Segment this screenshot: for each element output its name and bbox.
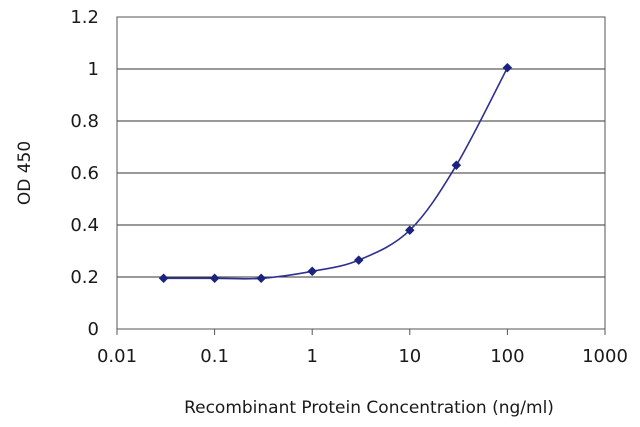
- y-axis-title: OD 450: [15, 141, 35, 205]
- plot-frame: [116, 16, 606, 330]
- x-tick-label: 0.01: [97, 346, 137, 367]
- y-tick-label: 0: [88, 319, 99, 340]
- y-tick-label: 0.2: [70, 267, 99, 288]
- data-point: [256, 273, 267, 284]
- series-layer: [158, 62, 513, 284]
- x-axis-ticks: 0.01 0.1 1 10 100 1000: [97, 329, 628, 367]
- data-point: [158, 273, 169, 284]
- y-tick-label: 0.4: [70, 215, 99, 236]
- data-point: [307, 266, 318, 277]
- x-tick-label: 0.1: [200, 346, 229, 367]
- y-tick-label: 0.6: [70, 163, 99, 184]
- data-point: [353, 255, 364, 265]
- y-tick-label: 1.2: [70, 7, 99, 28]
- x-tick-label: 1000: [582, 346, 628, 367]
- y-tick-label: 0.8: [70, 111, 99, 132]
- x-tick-label: 10: [398, 346, 421, 367]
- y-tick-label: 1: [88, 59, 99, 80]
- y-axis-ticks: 0 0.2 0.4 0.6 0.8 1 1.2: [70, 7, 99, 340]
- grid-lines: [117, 68, 605, 278]
- x-tick-label: 1: [306, 346, 317, 367]
- data-point: [451, 160, 462, 171]
- data-point: [209, 273, 220, 284]
- data-point: [404, 225, 415, 236]
- data-point: [502, 62, 513, 73]
- x-axis-title: Recombinant Protein Concentration (ng/ml…: [184, 398, 554, 418]
- x-tick-label: 100: [490, 346, 524, 367]
